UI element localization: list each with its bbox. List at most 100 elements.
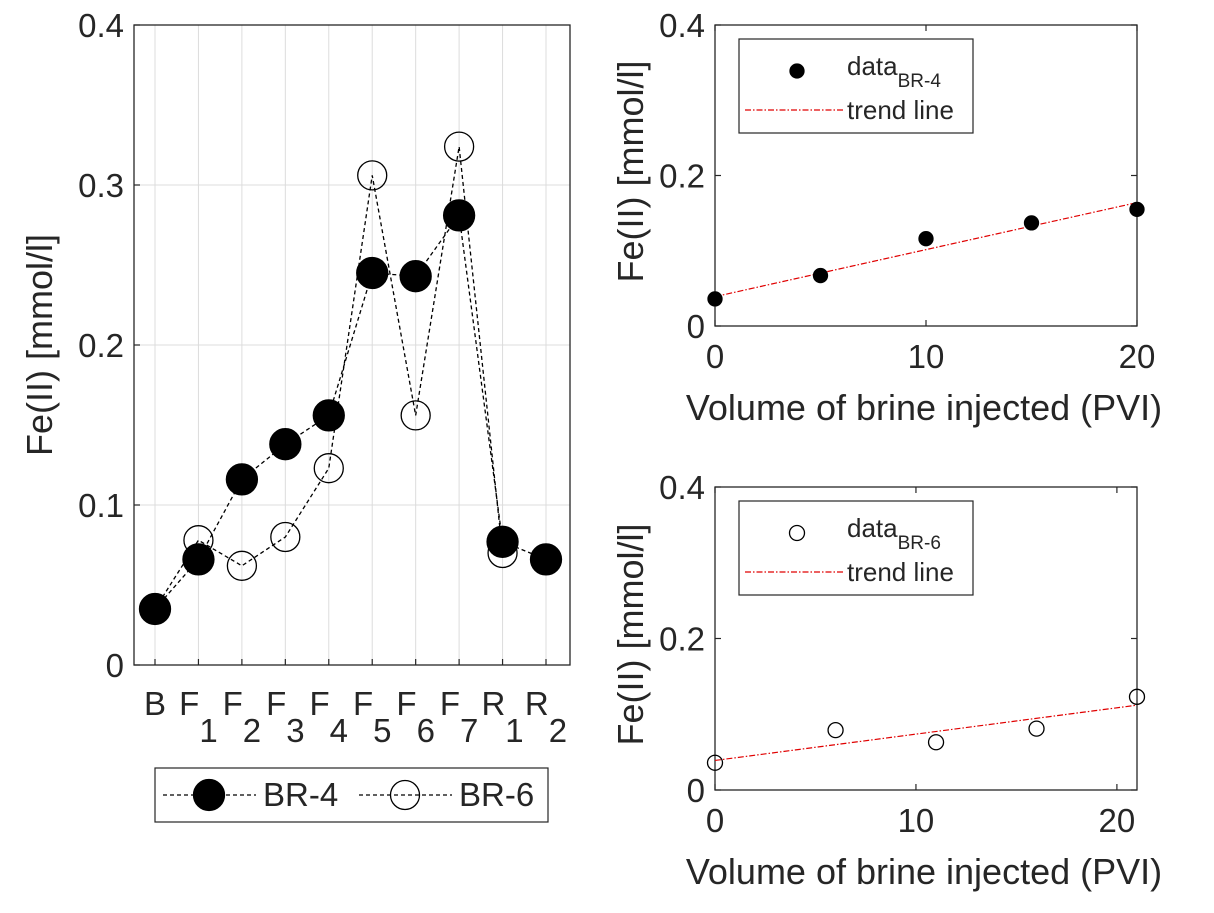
x-tick-label: F3 (266, 685, 305, 749)
y-axis-label: Fe(II) [mmol/l] (610, 61, 651, 283)
x-tick-label-base: F (353, 685, 373, 722)
x-tick-label: R1 (481, 685, 523, 749)
data-point-BR-4 (182, 543, 215, 576)
trend-line (714, 202, 1138, 298)
data-point-BR-6 (357, 160, 388, 191)
y-tick-label: 0.3 (78, 167, 124, 204)
data-point-BR-4 (225, 463, 259, 496)
data-point (927, 734, 945, 751)
y-tick-label: 0.2 (659, 158, 705, 195)
legend-label-trend: trend line (847, 95, 954, 125)
x-tick-label: F7 (440, 685, 479, 749)
x-tick-label-base: F (223, 685, 243, 722)
data-point-BR-6 (443, 131, 475, 162)
legend-label: BR-4 (263, 776, 338, 813)
y-tick-label: 0 (687, 772, 705, 809)
x-tick-label-base: B (144, 685, 166, 722)
data-point (706, 754, 724, 771)
x-tick-label-base: F (440, 685, 460, 722)
x-tick-label-base: R (481, 685, 505, 722)
x-tick-label: F1 (179, 685, 218, 749)
data-point (1023, 215, 1040, 231)
x-tick-label-base: F (396, 685, 416, 722)
data-point (1129, 201, 1145, 218)
x-tick-label: 20 (1099, 802, 1136, 839)
data-point (812, 267, 829, 284)
y-tick-label: 0.1 (78, 487, 124, 524)
data-point-BR-4 (529, 543, 563, 576)
legend-label-data-sub: BR-4 (898, 71, 942, 92)
x-tick-label: F5 (353, 685, 392, 749)
x-tick-label-sub: 3 (286, 712, 304, 749)
y-axis-label: Fe(II) [mmol/l] (19, 234, 60, 456)
top-right-chart: 0 0.2 0.4 0 10 20 Volume of brine injected (PV… (610, 7, 1162, 428)
data-point-BR-4 (356, 256, 389, 290)
x-tick-label: 0 (706, 802, 724, 839)
x-tick-label: F6 (396, 685, 435, 749)
legend-marker (788, 524, 806, 542)
data-point (918, 231, 934, 247)
data-point-BR-4 (399, 260, 432, 293)
y-tick-label: 0.4 (659, 7, 705, 44)
data-point-BR-4 (138, 592, 172, 626)
series-line-BR-6 (154, 146, 504, 610)
x-tick-label: R2 (525, 685, 567, 749)
x-tick-label: 10 (898, 802, 935, 839)
legend-box (738, 38, 974, 134)
legend-label-data-base: data (847, 51, 898, 81)
x-tick-label-sub: 4 (330, 712, 348, 749)
y-tick-label: 0 (687, 308, 705, 345)
x-tick-label-sub: 6 (417, 712, 435, 749)
x-tick-label: F2 (223, 685, 262, 749)
x-axis-label: Volume of brine injected (PVI) (686, 851, 1162, 892)
trend-line (714, 704, 1138, 762)
y-tick-label: 0.2 (659, 621, 705, 658)
data-point-BR-6 (313, 453, 344, 484)
x-tick-label-sub: 1 (199, 712, 217, 749)
data-point-BR-6 (270, 521, 301, 553)
legend-marker (192, 778, 226, 812)
legend-label-data: dataBR-6 (847, 513, 941, 554)
y-tick-label: 0 (106, 647, 124, 684)
y-tick-label: 0.2 (78, 327, 124, 364)
legend-label: BR-6 (459, 776, 534, 813)
data-point (827, 722, 844, 739)
series-line-BR-4 (154, 213, 547, 610)
x-tick-label-sub: 2 (549, 712, 567, 749)
x-tick-label-sub: 7 (460, 712, 478, 749)
x-tick-label-sub: 2 (243, 712, 261, 749)
x-tick-label: 0 (706, 338, 724, 375)
x-tick-label: 10 (908, 338, 945, 375)
legend-box (738, 500, 974, 596)
x-tick-label: 20 (1119, 338, 1156, 375)
legend-label-data-base: data (847, 513, 898, 543)
x-tick-label: F4 (310, 685, 349, 749)
legend-label-data-sub: BR-6 (898, 533, 941, 554)
x-tick-label-sub: 1 (505, 712, 523, 749)
y-tick-label: 0.4 (78, 7, 124, 44)
data-point-BR-6 (400, 400, 431, 431)
data-point-BR-6 (226, 550, 258, 581)
x-tick-label: B (144, 685, 166, 722)
x-tick-label-sub: 5 (373, 712, 391, 749)
legend-label-data: dataBR-4 (847, 51, 941, 92)
data-point (707, 291, 723, 307)
x-tick-label-base: F (310, 685, 330, 722)
bottom-right-chart: 0 0.2 0.4 0 10 20 Volume of brine injected (PV… (610, 469, 1162, 892)
legend-marker (789, 63, 805, 79)
data-point (1128, 688, 1146, 705)
x-tick-label-base: F (179, 685, 199, 722)
x-tick-label-base: R (525, 685, 549, 722)
legend-label-trend: trend line (847, 557, 954, 587)
data-point-BR-4 (486, 525, 519, 558)
data-point (1028, 720, 1045, 737)
legend: BR-4 BR-6 (154, 767, 549, 823)
data-point-BR-4 (442, 199, 476, 232)
y-axis-label: Fe(II) [mmol/l] (610, 524, 651, 746)
data-point-BR-4 (312, 399, 345, 432)
y-tick-label: 0.4 (659, 469, 705, 506)
